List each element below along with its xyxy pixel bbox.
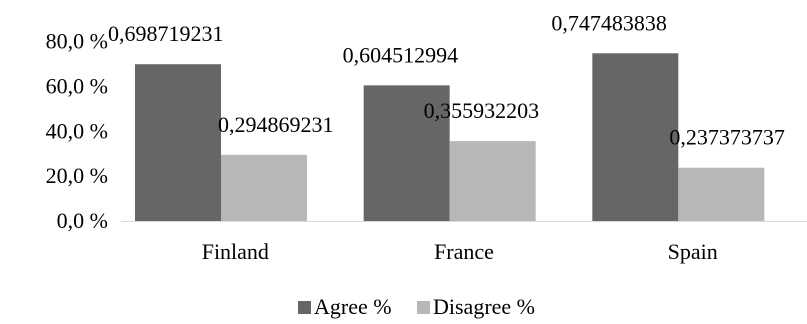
category-label-france: France: [434, 239, 494, 264]
bar-agree-finland: [135, 64, 221, 221]
legend-label-agree: Agree %: [314, 294, 392, 319]
data-label: 0,604512994: [343, 42, 459, 67]
legend-swatch-disagree: [417, 301, 430, 314]
bars: [135, 53, 765, 222]
y-tick-label: 0,0 %: [57, 208, 108, 233]
data-label: 0,355932203: [424, 98, 539, 123]
y-axis-ticks: 0,0 % 20,0 % 40,0 % 60,0 % 80,0 %: [46, 29, 108, 234]
category-label-spain: Spain: [668, 239, 718, 264]
legend: Agree % Disagree %: [298, 294, 535, 319]
category-label-finland: Finland: [202, 239, 269, 264]
y-tick-label: 20,0 %: [46, 163, 108, 188]
data-label: 0,698719231: [108, 21, 224, 46]
bar-agree-france: [363, 85, 450, 221]
bar-agree-spain: [592, 53, 679, 222]
y-tick-label: 80,0 %: [46, 29, 108, 54]
data-labels: 0,698719231 0,604512994 0,747483838 0,29486…: [108, 10, 785, 149]
legend-swatch-agree: [298, 301, 311, 314]
x-axis-tick-labels: Finland France Spain: [202, 239, 718, 264]
data-label: 0,294869231: [218, 112, 334, 137]
bar-disagree-finland: [221, 154, 307, 221]
y-tick-label: 40,0 %: [46, 118, 108, 143]
y-tick-label: 60,0 %: [46, 73, 108, 98]
data-label: 0,747483838: [551, 10, 667, 35]
data-label: 0,237373737: [669, 125, 785, 150]
legend-label-disagree: Disagree %: [433, 294, 535, 319]
bar-disagree-france: [449, 141, 536, 221]
bar-disagree-spain: [678, 167, 765, 221]
